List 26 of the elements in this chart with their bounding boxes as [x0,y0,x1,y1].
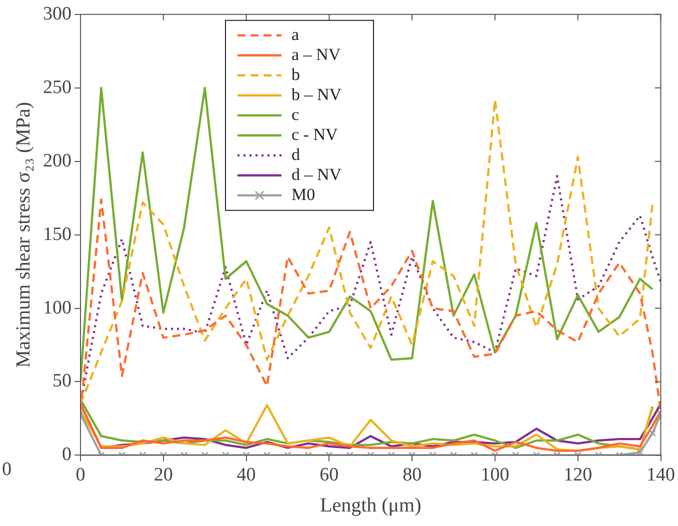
legend-label: c [292,104,300,124]
y-tick-label: 100 [43,297,72,318]
x-tick-label: 120 [564,464,592,486]
legend-label: a [292,24,300,44]
x-tick-label: 20 [154,464,173,486]
x-tick-label: 80 [402,464,422,486]
y-tick-label: 250 [43,76,72,98]
legend-label: b – NV [292,84,342,104]
x-tick-label: 60 [320,464,339,486]
y-tick-label: 150 [43,224,72,245]
legend-label: M0 [292,184,316,204]
y-tick-label: 300 [43,3,72,24]
x-tick-label: 0 [76,464,86,486]
y-tick-label: 50 [52,370,72,392]
y-tick-label: 200 [43,150,72,172]
x-tick-label: 100 [480,464,510,486]
x-tick-label: 40 [236,464,256,486]
legend-label: d – NV [292,164,342,184]
x-axis-title: Length (μm) [320,494,422,516]
legend-label: a – NV [292,44,342,64]
x-tick-label: 140 [646,464,675,486]
y-tick-label: 0 [62,444,72,466]
legend-label: b [292,64,300,84]
legend-label: c - NV [292,124,338,144]
legend-label: d [292,144,300,164]
y-axis-title: Maximum shear stress σ₂₃ (MPa) [12,102,34,368]
